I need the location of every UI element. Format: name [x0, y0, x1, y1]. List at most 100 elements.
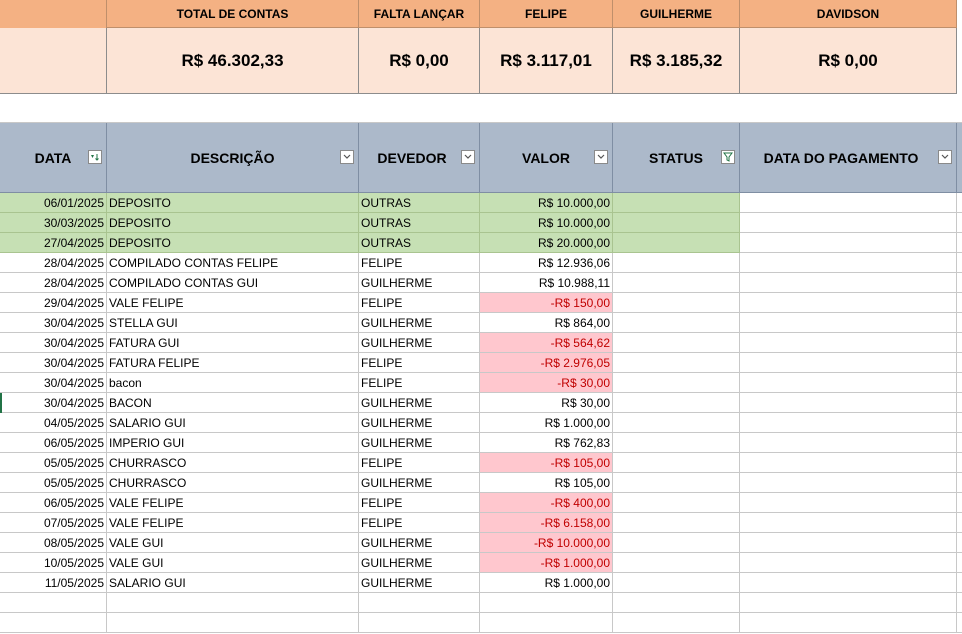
description-cell[interactable]: COMPILADO CONTAS GUI [107, 273, 359, 293]
status-cell[interactable] [613, 493, 740, 513]
status-cell[interactable] [613, 433, 740, 453]
table-row[interactable] [0, 613, 962, 633]
payment-date-cell[interactable] [740, 393, 957, 413]
payment-date-cell[interactable] [740, 553, 957, 573]
payment-date-cell[interactable] [740, 333, 957, 353]
extra-cell[interactable] [957, 373, 962, 393]
date-cell[interactable]: 11/05/2025 [0, 573, 107, 593]
payment-date-cell[interactable] [740, 413, 957, 433]
payment-date-cell[interactable] [740, 313, 957, 333]
sort-ascending-filter-icon[interactable] [88, 150, 102, 164]
status-cell[interactable] [613, 613, 740, 633]
extra-cell[interactable] [957, 333, 962, 353]
table-row[interactable]: 27/04/2025 DEPOSITO OUTRAS R$ 20.000,00 [0, 233, 962, 253]
summary-header-total[interactable]: TOTAL DE CONTAS [107, 0, 359, 28]
devedor-cell[interactable]: GUILHERME [359, 313, 480, 333]
extra-cell[interactable] [957, 413, 962, 433]
status-cell[interactable] [613, 293, 740, 313]
description-cell[interactable]: SALARIO GUI [107, 573, 359, 593]
summary-header-guilherme[interactable]: GUILHERME [613, 0, 740, 28]
payment-date-cell[interactable] [740, 373, 957, 393]
date-cell[interactable]: 07/05/2025 [0, 513, 107, 533]
date-cell[interactable]: 28/04/2025 [0, 253, 107, 273]
date-cell[interactable]: 10/05/2025 [0, 553, 107, 573]
date-cell[interactable]: 28/04/2025 [0, 273, 107, 293]
date-cell[interactable]: 05/05/2025 [0, 473, 107, 493]
description-cell[interactable]: DEPOSITO [107, 193, 359, 213]
status-cell[interactable] [613, 193, 740, 213]
valor-cell[interactable]: R$ 10.000,00 [480, 213, 613, 233]
status-cell[interactable] [613, 233, 740, 253]
extra-cell[interactable] [957, 393, 962, 413]
table-row[interactable]: 30/04/2025 FATURA FELIPE FELIPE -R$ 2.976,0… [0, 353, 962, 373]
payment-date-cell[interactable] [740, 613, 957, 633]
table-row[interactable]: 10/05/2025 VALE GUI GUILHERME -R$ 1.000,00 [0, 553, 962, 573]
description-cell[interactable]: FATURA GUI [107, 333, 359, 353]
payment-date-cell[interactable] [740, 353, 957, 373]
payment-date-cell[interactable] [740, 233, 957, 253]
extra-cell[interactable] [957, 193, 962, 213]
valor-cell[interactable]: R$ 864,00 [480, 313, 613, 333]
payment-date-cell[interactable] [740, 593, 957, 613]
status-cell[interactable] [613, 533, 740, 553]
extra-cell[interactable] [957, 253, 962, 273]
status-cell[interactable] [613, 553, 740, 573]
devedor-cell[interactable]: GUILHERME [359, 393, 480, 413]
status-cell[interactable] [613, 213, 740, 233]
valor-cell[interactable]: -R$ 150,00 [480, 293, 613, 313]
summary-value-felipe[interactable]: R$ 3.117,01 [480, 28, 613, 94]
extra-cell[interactable] [957, 533, 962, 553]
devedor-cell[interactable]: FELIPE [359, 493, 480, 513]
extra-cell[interactable] [957, 273, 962, 293]
header-extra[interactable] [957, 123, 962, 193]
status-cell[interactable] [613, 273, 740, 293]
summary-value-davidson[interactable]: R$ 0,00 [740, 28, 957, 94]
table-row[interactable]: 30/03/2025 DEPOSITO OUTRAS R$ 10.000,00 [0, 213, 962, 233]
description-cell[interactable]: VALE GUI [107, 533, 359, 553]
header-devedor[interactable]: DEVEDOR [359, 123, 480, 193]
valor-cell[interactable]: R$ 1.000,00 [480, 413, 613, 433]
date-cell[interactable]: 30/04/2025 [0, 333, 107, 353]
filter-dropdown-icon[interactable] [461, 150, 475, 164]
status-cell[interactable] [613, 573, 740, 593]
extra-cell[interactable] [957, 493, 962, 513]
valor-cell[interactable]: -R$ 2.976,05 [480, 353, 613, 373]
header-descricao[interactable]: DESCRIÇÃO [107, 123, 359, 193]
valor-cell[interactable]: -R$ 10.000,00 [480, 533, 613, 553]
devedor-cell[interactable]: OUTRAS [359, 213, 480, 233]
date-cell[interactable]: 30/04/2025 [0, 373, 107, 393]
date-cell[interactable] [0, 613, 107, 633]
table-row[interactable]: 30/04/2025 BACON GUILHERME R$ 30,00 [0, 393, 962, 413]
devedor-cell[interactable]: GUILHERME [359, 413, 480, 433]
extra-cell[interactable] [957, 213, 962, 233]
description-cell[interactable]: CHURRASCO [107, 453, 359, 473]
table-row[interactable] [0, 593, 962, 613]
date-cell[interactable]: 30/03/2025 [0, 213, 107, 233]
date-cell[interactable]: 30/04/2025 [0, 353, 107, 373]
status-cell[interactable] [613, 453, 740, 473]
devedor-cell[interactable]: OUTRAS [359, 193, 480, 213]
table-row[interactable]: 30/04/2025 bacon FELIPE -R$ 30,00 [0, 373, 962, 393]
valor-cell[interactable]: R$ 20.000,00 [480, 233, 613, 253]
active-filter-icon[interactable] [721, 150, 735, 164]
description-cell[interactable]: VALE FELIPE [107, 513, 359, 533]
devedor-cell[interactable]: FELIPE [359, 513, 480, 533]
description-cell[interactable]: SALARIO GUI [107, 413, 359, 433]
description-cell[interactable] [107, 613, 359, 633]
table-row[interactable]: 06/05/2025 IMPERIO GUI GUILHERME R$ 762,83 [0, 433, 962, 453]
summary-header-davidson[interactable]: DAVIDSON [740, 0, 957, 28]
description-cell[interactable]: DEPOSITO [107, 233, 359, 253]
date-cell[interactable]: 30/04/2025 [0, 313, 107, 333]
valor-cell[interactable]: -R$ 6.158,00 [480, 513, 613, 533]
description-cell[interactable]: IMPERIO GUI [107, 433, 359, 453]
header-valor[interactable]: VALOR [480, 123, 613, 193]
date-cell[interactable]: 08/05/2025 [0, 533, 107, 553]
devedor-cell[interactable]: OUTRAS [359, 233, 480, 253]
status-cell[interactable] [613, 593, 740, 613]
valor-cell[interactable]: R$ 1.000,00 [480, 573, 613, 593]
summary-value-falta[interactable]: R$ 0,00 [359, 28, 480, 94]
payment-date-cell[interactable] [740, 433, 957, 453]
valor-cell[interactable]: -R$ 400,00 [480, 493, 613, 513]
payment-date-cell[interactable] [740, 253, 957, 273]
table-row[interactable]: 05/05/2025 CHURRASCO GUILHERME R$ 105,00 [0, 473, 962, 493]
